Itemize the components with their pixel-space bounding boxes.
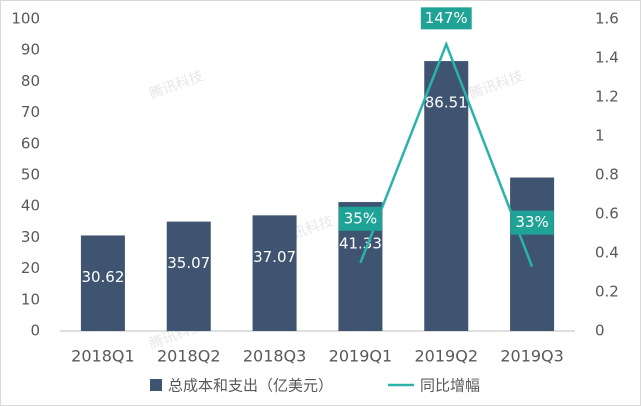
y2-tick-label: 0 (595, 322, 605, 340)
bar (80, 235, 125, 331)
x-tick-label: 2018Q2 (157, 347, 221, 366)
bar (510, 177, 555, 331)
legend-label: 总成本和支出（亿美元） (168, 377, 333, 395)
line-value-label: 147% (425, 9, 468, 27)
y-tick-label: 70 (21, 103, 40, 121)
y-tick-label: 40 (21, 197, 40, 215)
line (359, 40, 534, 268)
bar (424, 61, 469, 331)
y2-tick-label: 1.6 (595, 10, 619, 28)
y-tick-label: 30 (21, 228, 40, 246)
bar-value-label: 30.62 (81, 268, 124, 286)
y2-tick-label: 0.2 (595, 283, 619, 301)
y2-tick-label: 1.4 (595, 49, 619, 67)
bar-value-label: 41.33 (339, 235, 382, 253)
line-value-label-box (418, 5, 474, 32)
x-tick-label: 2018Q3 (243, 347, 307, 366)
legend-swatch (150, 379, 162, 391)
bar-value-label: 86.51 (425, 94, 468, 112)
bar (166, 221, 211, 331)
x-tick-label: 2019Q1 (329, 347, 393, 366)
line-value-label-box (338, 206, 383, 231)
y-tick-label: 100 (11, 10, 40, 28)
x-tick-label: 2018Q1 (71, 347, 135, 366)
y-tick-label: 80 (21, 72, 40, 90)
y2-tick-label: 0.4 (595, 244, 619, 262)
y2-tick-label: 0.8 (595, 166, 619, 184)
y2-tick-label: 0.6 (595, 205, 619, 223)
bar (252, 215, 297, 331)
y-tick-label: 0 (30, 322, 40, 340)
line-value-label: 33% (515, 213, 548, 231)
x-tick-label: 2019Q3 (500, 347, 564, 366)
line-value-label-box (510, 210, 554, 235)
y-tick-label: 10 (21, 290, 40, 308)
y2-tick-label: 1.2 (595, 88, 619, 106)
legend-label: 同比增幅 (420, 377, 480, 395)
y-tick-label: 90 (21, 41, 40, 59)
x-tick-label: 2019Q2 (415, 347, 479, 366)
y-tick-label: 20 (21, 259, 40, 277)
line-value-label: 35% (344, 209, 377, 227)
y2-tick-label: 1 (595, 127, 605, 145)
y-tick-label: 60 (21, 134, 40, 152)
y-tick-label: 50 (21, 166, 40, 184)
bar-value-label: 37.07 (253, 248, 296, 266)
bar-value-label: 35.07 (167, 254, 210, 272)
